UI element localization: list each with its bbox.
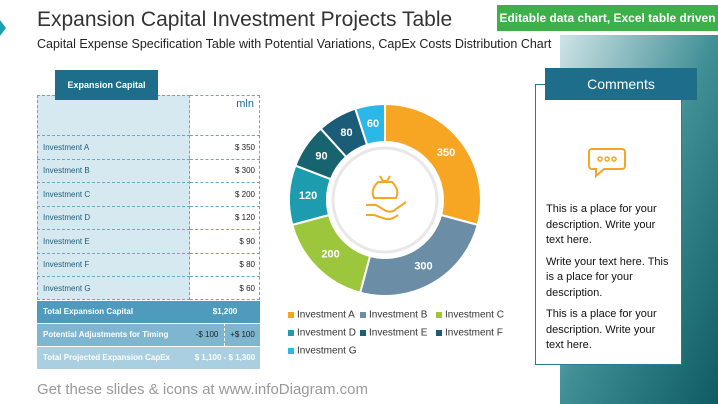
legend-swatch (360, 330, 366, 336)
legend-swatch (288, 348, 294, 354)
value-column (190, 95, 260, 300)
data-label: 120 (299, 190, 317, 202)
legend-swatch (360, 312, 366, 318)
comments-title: Comments (545, 68, 697, 100)
total-value: -$ 100 (190, 323, 225, 346)
row-label: Investment E (37, 229, 190, 253)
total-value: $ 1,100 - $ 1,300 (194, 353, 256, 362)
legend-label: Investment A (297, 310, 355, 321)
total-value: +$ 100 (230, 330, 255, 339)
data-label: 200 (321, 248, 339, 260)
comment-paragraph: Write your text here. This is a place fo… (546, 255, 669, 299)
legend-swatch (436, 312, 442, 318)
legend-swatch (436, 330, 442, 336)
donut-slice (354, 102, 386, 147)
row-label: Investment B (37, 158, 190, 183)
title: Expansion Capital Investment Projects Ta… (37, 8, 453, 31)
legend-swatch (288, 330, 294, 336)
data-label: 90 (315, 150, 327, 162)
comment-paragraph: This is a place for your description. Wr… (546, 203, 657, 246)
legend-label: Investment B (369, 310, 428, 321)
unit: mln (236, 98, 254, 110)
comment-paragraph: This is a place for your description. Wr… (546, 308, 657, 351)
total-label: Total Expansion Capital (43, 307, 134, 316)
data-label: 300 (414, 261, 432, 273)
badge: Editable data chart, Excel table driven (497, 5, 718, 31)
total-label: Total Projected Expansion CapEx (43, 353, 170, 362)
row-value: $ 60 (190, 276, 260, 300)
row-value: $ 120 (190, 205, 260, 230)
row-label: Investment F (37, 252, 190, 277)
legend-swatch (288, 312, 294, 318)
row-value: $ 90 (190, 229, 260, 253)
donut-slice (384, 102, 482, 227)
row-value: $ 300 (190, 158, 260, 183)
legend-label: Investment E (369, 328, 428, 339)
total-row (37, 346, 260, 369)
legend-label: Investment D (297, 328, 356, 339)
table-title: Expansion Capital (55, 70, 158, 100)
row-label: Investment C (37, 182, 190, 206)
row-value: $ 80 (190, 252, 260, 277)
legend-label: Investment C (445, 310, 504, 321)
total-label: Potential Adjustments for Timing (43, 330, 169, 339)
edge-marker (0, 20, 6, 36)
total-value: $1,200 (212, 307, 238, 316)
row-label: Investment A (37, 135, 190, 159)
comments-text: This is a place for your description. Wr… (546, 202, 674, 360)
row-label: Investment G (37, 276, 190, 300)
row-value: $ 350 (190, 135, 260, 159)
comments-box (535, 84, 682, 365)
subtitle: Capital Expense Specification Table with… (37, 37, 552, 51)
data-label: 60 (367, 118, 379, 130)
total-row (37, 300, 260, 323)
data-label: 350 (437, 147, 455, 159)
total-row (37, 323, 260, 346)
money-icon (366, 175, 407, 221)
data-label: 80 (340, 127, 352, 139)
chat-icon (588, 148, 626, 179)
legend-label: Investment F (445, 328, 503, 339)
footer: Get these slides & icons at www.infoDiag… (37, 381, 368, 398)
center-circle (331, 146, 439, 254)
row-value: $ 200 (190, 182, 260, 206)
legend-label: Investment G (297, 346, 357, 357)
row-label: Investment D (37, 205, 190, 230)
